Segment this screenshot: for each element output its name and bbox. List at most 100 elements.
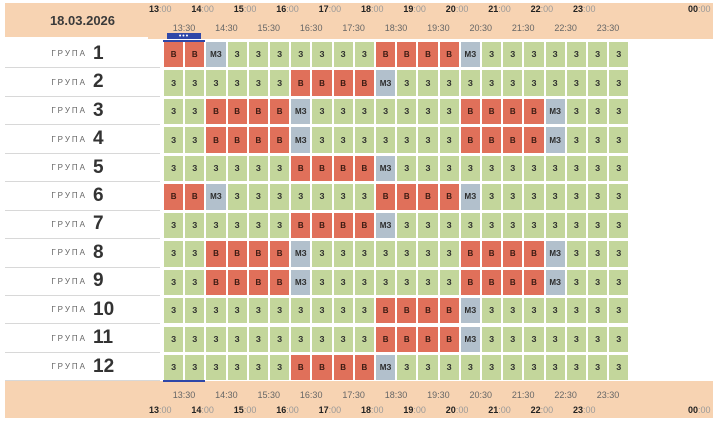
schedule-cell[interactable]: В [375, 41, 397, 69]
schedule-cell[interactable]: В [523, 97, 545, 126]
schedule-cell[interactable]: З [163, 240, 185, 268]
schedule-cell[interactable]: З [163, 211, 185, 240]
schedule-cell[interactable]: З [523, 69, 545, 97]
schedule-cell[interactable]: З [502, 211, 524, 240]
schedule-cell[interactable]: В [375, 297, 397, 325]
schedule-cell[interactable]: З [269, 297, 291, 325]
schedule-cell[interactable]: З [481, 211, 503, 240]
schedule-cell[interactable]: З [565, 126, 587, 154]
schedule-cell[interactable]: В [502, 126, 524, 154]
schedule-cell[interactable]: З [396, 211, 418, 240]
schedule-cell[interactable]: З [184, 154, 206, 183]
schedule-cell[interactable]: З [438, 211, 460, 240]
schedule-cell[interactable]: З [502, 297, 524, 325]
schedule-cell[interactable]: З [481, 297, 503, 325]
schedule-cell[interactable]: З [608, 211, 630, 240]
schedule-cell[interactable]: З [311, 325, 333, 353]
schedule-cell[interactable]: З [417, 154, 439, 183]
schedule-cell[interactable]: В [290, 353, 312, 382]
schedule-cell[interactable]: В [311, 353, 333, 382]
schedule-cell[interactable]: В [311, 69, 333, 97]
schedule-cell[interactable]: З [311, 97, 333, 126]
schedule-cell[interactable]: З [438, 353, 460, 382]
schedule-cell[interactable]: В [459, 240, 481, 268]
schedule-cell[interactable]: З [269, 69, 291, 97]
schedule-cell[interactable]: З [502, 325, 524, 353]
schedule-cell[interactable]: З [184, 211, 206, 240]
schedule-cell[interactable]: З [523, 183, 545, 211]
schedule-cell[interactable]: В [290, 69, 312, 97]
schedule-cell[interactable]: З [311, 240, 333, 268]
schedule-cell[interactable]: З [481, 353, 503, 382]
schedule-cell[interactable]: З [353, 97, 375, 126]
schedule-cell[interactable]: З [184, 353, 206, 382]
schedule-cell[interactable]: В [396, 183, 418, 211]
schedule-cell[interactable]: З [247, 297, 269, 325]
schedule-cell[interactable]: З [565, 154, 587, 183]
schedule-cell[interactable]: З [247, 353, 269, 382]
schedule-cell[interactable]: В [247, 126, 269, 154]
schedule-cell[interactable]: З [205, 297, 227, 325]
schedule-cell[interactable]: З [226, 69, 248, 97]
schedule-cell[interactable]: З [163, 353, 185, 382]
schedule-cell[interactable]: З [565, 353, 587, 382]
schedule-cell[interactable]: В [290, 154, 312, 183]
schedule-cell[interactable]: З [417, 268, 439, 297]
schedule-cell[interactable]: В [438, 41, 460, 69]
schedule-cell[interactable]: МЗ [459, 297, 481, 325]
schedule-cell[interactable]: З [375, 240, 397, 268]
schedule-cell[interactable]: В [375, 325, 397, 353]
schedule-cell[interactable]: З [311, 126, 333, 154]
schedule-cell[interactable]: З [502, 69, 524, 97]
schedule-cell[interactable]: В [353, 211, 375, 240]
schedule-cell[interactable]: В [226, 126, 248, 154]
schedule-cell[interactable]: З [438, 154, 460, 183]
schedule-cell[interactable]: З [396, 126, 418, 154]
schedule-cell[interactable]: З [608, 97, 630, 126]
schedule-cell[interactable]: З [311, 183, 333, 211]
schedule-cell[interactable]: МЗ [290, 240, 312, 268]
schedule-cell[interactable]: В [247, 97, 269, 126]
schedule-cell[interactable]: З [587, 69, 609, 97]
schedule-cell[interactable]: З [205, 69, 227, 97]
schedule-cell[interactable]: В [502, 240, 524, 268]
schedule-cell[interactable]: З [544, 69, 566, 97]
schedule-cell[interactable]: З [587, 211, 609, 240]
schedule-cell[interactable]: З [523, 41, 545, 69]
schedule-cell[interactable]: З [608, 126, 630, 154]
schedule-cell[interactable]: З [523, 353, 545, 382]
schedule-cell[interactable]: В [269, 240, 291, 268]
schedule-cell[interactable]: З [247, 69, 269, 97]
schedule-cell[interactable]: З [332, 325, 354, 353]
schedule-cell[interactable]: З [481, 41, 503, 69]
schedule-cell[interactable]: З [269, 154, 291, 183]
schedule-cell[interactable]: В [459, 126, 481, 154]
schedule-cell[interactable]: З [375, 126, 397, 154]
schedule-cell[interactable]: З [205, 211, 227, 240]
schedule-cell[interactable]: В [396, 325, 418, 353]
schedule-cell[interactable]: З [184, 126, 206, 154]
schedule-cell[interactable]: В [163, 41, 185, 69]
schedule-cell[interactable]: З [502, 41, 524, 69]
schedule-cell[interactable]: З [311, 297, 333, 325]
schedule-cell[interactable]: З [396, 69, 418, 97]
schedule-cell[interactable]: З [608, 353, 630, 382]
schedule-cell[interactable]: З [311, 268, 333, 297]
schedule-cell[interactable]: З [459, 211, 481, 240]
schedule-cell[interactable]: З [438, 126, 460, 154]
schedule-cell[interactable]: В [184, 41, 206, 69]
schedule-cell[interactable]: З [608, 240, 630, 268]
schedule-cell[interactable]: З [544, 211, 566, 240]
schedule-cell[interactable]: З [587, 268, 609, 297]
schedule-cell[interactable]: З [311, 41, 333, 69]
schedule-cell[interactable]: З [184, 69, 206, 97]
schedule-cell[interactable]: МЗ [544, 126, 566, 154]
schedule-cell[interactable]: В [205, 268, 227, 297]
schedule-cell[interactable]: З [608, 69, 630, 97]
schedule-cell[interactable]: З [587, 41, 609, 69]
schedule-cell[interactable]: З [184, 97, 206, 126]
schedule-cell[interactable]: В [353, 69, 375, 97]
schedule-cell[interactable]: З [481, 154, 503, 183]
schedule-cell[interactable]: В [226, 97, 248, 126]
schedule-cell[interactable]: В [481, 97, 503, 126]
